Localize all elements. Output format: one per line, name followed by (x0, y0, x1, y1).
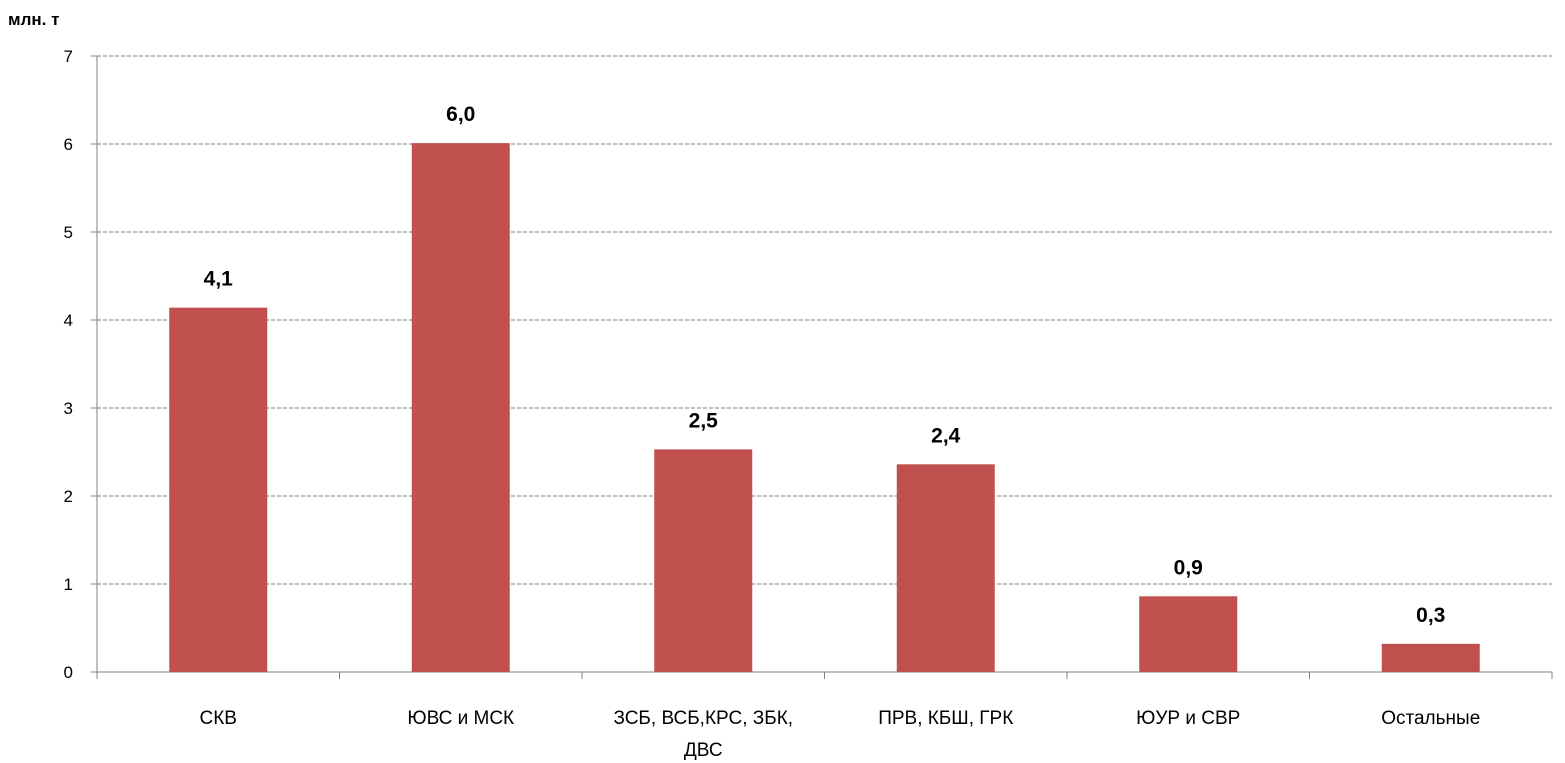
data-label: 0,9 (1174, 556, 1203, 579)
bar (896, 464, 995, 672)
data-label: 4,1 (204, 268, 234, 291)
category-label: СКВ (200, 708, 237, 729)
data-label: 2,5 (689, 409, 719, 432)
bar (654, 449, 753, 672)
category-label: ПРВ, КБШ, ГРК (878, 708, 1013, 729)
gridlines (97, 55, 1552, 585)
y-tick-label: 0 (64, 663, 73, 682)
y-tick-label: 3 (64, 399, 73, 418)
y-tick-label: 6 (64, 135, 73, 154)
y-tick-label: 2 (64, 487, 73, 506)
y-tick-label: 7 (64, 47, 73, 66)
bar (411, 143, 510, 672)
data-labels: 4,1 6,0 2,5 2,4 0,9 0,3 (204, 103, 1446, 627)
bars (169, 143, 1480, 672)
y-axis-label: млн. т (8, 10, 59, 29)
category-label: ЮВС и МСК (407, 708, 514, 729)
category-labels: СКВ ЮВС и МСК ЗСБ, ВСБ,КРС, ЗБК, ДВС ПРВ, КБ… (200, 708, 1481, 761)
bar (1381, 643, 1480, 672)
data-label: 6,0 (446, 103, 475, 126)
bar (1139, 596, 1238, 672)
category-label: ЮУР и СВР (1136, 708, 1240, 729)
y-tick-label: 4 (64, 311, 73, 330)
data-label: 2,4 (931, 424, 961, 447)
axes (96, 56, 1553, 679)
bar (169, 307, 268, 672)
y-axis-ticks: 0 1 2 3 4 5 6 7 (64, 47, 97, 682)
y-tick-label: 5 (64, 223, 73, 242)
category-label: ЗСБ, ВСБ,КРС, ЗБК, ДВС (613, 708, 793, 761)
y-tick-label: 1 (64, 575, 73, 594)
category-label: Остальные (1381, 708, 1480, 729)
data-label: 0,3 (1416, 604, 1445, 627)
